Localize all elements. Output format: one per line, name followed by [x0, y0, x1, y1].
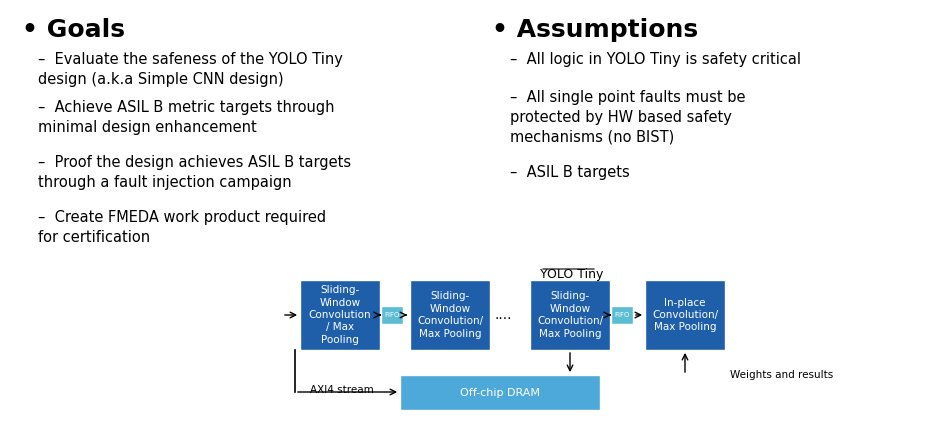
- FancyBboxPatch shape: [530, 280, 610, 350]
- Text: Off-chip DRAM: Off-chip DRAM: [460, 388, 540, 397]
- Text: Sliding-
Window
Convolution/
Max Pooling: Sliding- Window Convolution/ Max Pooling: [417, 292, 483, 339]
- Text: –  Evaluate the safeness of the YOLO Tiny
design (a.k.a Simple CNN design): – Evaluate the safeness of the YOLO Tiny…: [38, 52, 343, 87]
- FancyBboxPatch shape: [381, 306, 403, 324]
- Text: YOLO Tiny: YOLO Tiny: [540, 268, 603, 281]
- Text: Sliding-
Window
Convolution/
Max Pooling: Sliding- Window Convolution/ Max Pooling: [537, 292, 603, 339]
- Text: AXI4 stream: AXI4 stream: [310, 385, 373, 395]
- Text: • Goals: • Goals: [22, 18, 125, 42]
- Text: –  All logic in YOLO Tiny is safety critical: – All logic in YOLO Tiny is safety criti…: [510, 52, 801, 67]
- Text: • Assumptions: • Assumptions: [492, 18, 698, 42]
- Text: –  Create FMEDA work product required
for certification: – Create FMEDA work product required for…: [38, 210, 326, 245]
- FancyBboxPatch shape: [410, 280, 490, 350]
- Text: –  Proof the design achieves ASIL B targets
through a fault injection campaign: – Proof the design achieves ASIL B targe…: [38, 155, 352, 190]
- Text: In-place
Convolution/
Max Pooling: In-place Convolution/ Max Pooling: [652, 298, 718, 332]
- FancyBboxPatch shape: [400, 375, 600, 410]
- Text: –  All single point faults must be
protected by HW based safety
mechanisms (no B: – All single point faults must be protec…: [510, 90, 746, 145]
- Text: ....: ....: [495, 308, 512, 322]
- FancyBboxPatch shape: [300, 280, 380, 350]
- Text: FIFO: FIFO: [385, 312, 400, 318]
- Text: FIFO: FIFO: [615, 312, 630, 318]
- Text: –  ASIL B targets: – ASIL B targets: [510, 165, 630, 180]
- FancyBboxPatch shape: [645, 280, 725, 350]
- Text: Sliding-
Window
Convolution
/ Max
Pooling: Sliding- Window Convolution / Max Poolin…: [309, 285, 371, 345]
- FancyBboxPatch shape: [611, 306, 633, 324]
- Text: Weights and results: Weights and results: [730, 370, 833, 380]
- Text: –  Achieve ASIL B metric targets through
minimal design enhancement: – Achieve ASIL B metric targets through …: [38, 100, 334, 135]
